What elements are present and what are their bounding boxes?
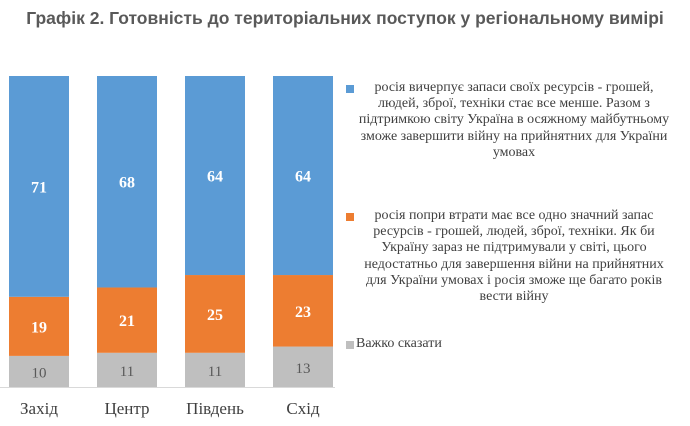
bar-tsentr-exhausting bbox=[97, 76, 157, 288]
legend-swatch-gray bbox=[346, 341, 354, 349]
data-label-pivden-significant: 25 bbox=[207, 307, 223, 324]
x-tick-label-tsentr: Центр bbox=[104, 399, 149, 418]
data-label-tsentr-exhausting: 68 bbox=[119, 175, 135, 192]
x-tick-label-zakhid: Захід bbox=[20, 399, 58, 418]
bar-zakhid-hard-to-say bbox=[9, 355, 69, 387]
bar-skhid-significant bbox=[273, 275, 333, 347]
data-label-pivden-hard-to-say: 11 bbox=[208, 364, 222, 380]
data-label-skhid-significant: 23 bbox=[295, 304, 311, 321]
bar-tsentr-significant bbox=[97, 287, 157, 353]
bar-pivden-exhausting bbox=[185, 76, 245, 276]
data-label-skhid-exhausting: 64 bbox=[295, 169, 311, 186]
legend-item-hard-to-say: Важко сказати bbox=[346, 336, 676, 352]
legend-item-exhausting: росія вичерпує запаси своїх ресурсів - г… bbox=[346, 80, 676, 161]
legend-label-significant: росія попри втрати має все одно значний … bbox=[364, 208, 664, 305]
legend-item-significant: росія попри втрати має все одно значний … bbox=[346, 208, 676, 305]
data-label-skhid-hard-to-say: 13 bbox=[296, 361, 311, 377]
bar-pivden-significant bbox=[185, 275, 245, 353]
data-label-tsentr-significant: 21 bbox=[119, 313, 135, 330]
data-label-zakhid-hard-to-say: 10 bbox=[32, 365, 47, 381]
data-label-pivden-exhausting: 64 bbox=[207, 169, 223, 186]
data-label-zakhid-exhausting: 71 bbox=[31, 179, 47, 196]
legend-swatch-blue bbox=[346, 85, 354, 93]
x-tick-label-skhid: Схід bbox=[286, 399, 320, 418]
legend-swatch-orange bbox=[346, 213, 354, 221]
chart-title: Графік 2. Готовність до територіальних п… bbox=[26, 8, 664, 28]
bar-zakhid-exhausting bbox=[9, 76, 69, 297]
bar-zakhid-significant bbox=[9, 296, 69, 356]
legend-label-hard-to-say: Важко сказати bbox=[356, 336, 442, 351]
bar-tsentr-hard-to-say bbox=[97, 352, 157, 387]
legend-label-exhausting: росія вичерпує запаси своїх ресурсів - г… bbox=[358, 80, 670, 160]
bar-pivden-hard-to-say bbox=[185, 352, 245, 387]
bar-skhid-exhausting bbox=[273, 76, 333, 276]
data-label-tsentr-hard-to-say: 11 bbox=[120, 364, 134, 380]
bar-skhid-hard-to-say bbox=[273, 346, 333, 387]
data-label-zakhid-significant: 19 bbox=[31, 319, 47, 336]
x-tick-label-pivden: Південь bbox=[186, 399, 244, 418]
